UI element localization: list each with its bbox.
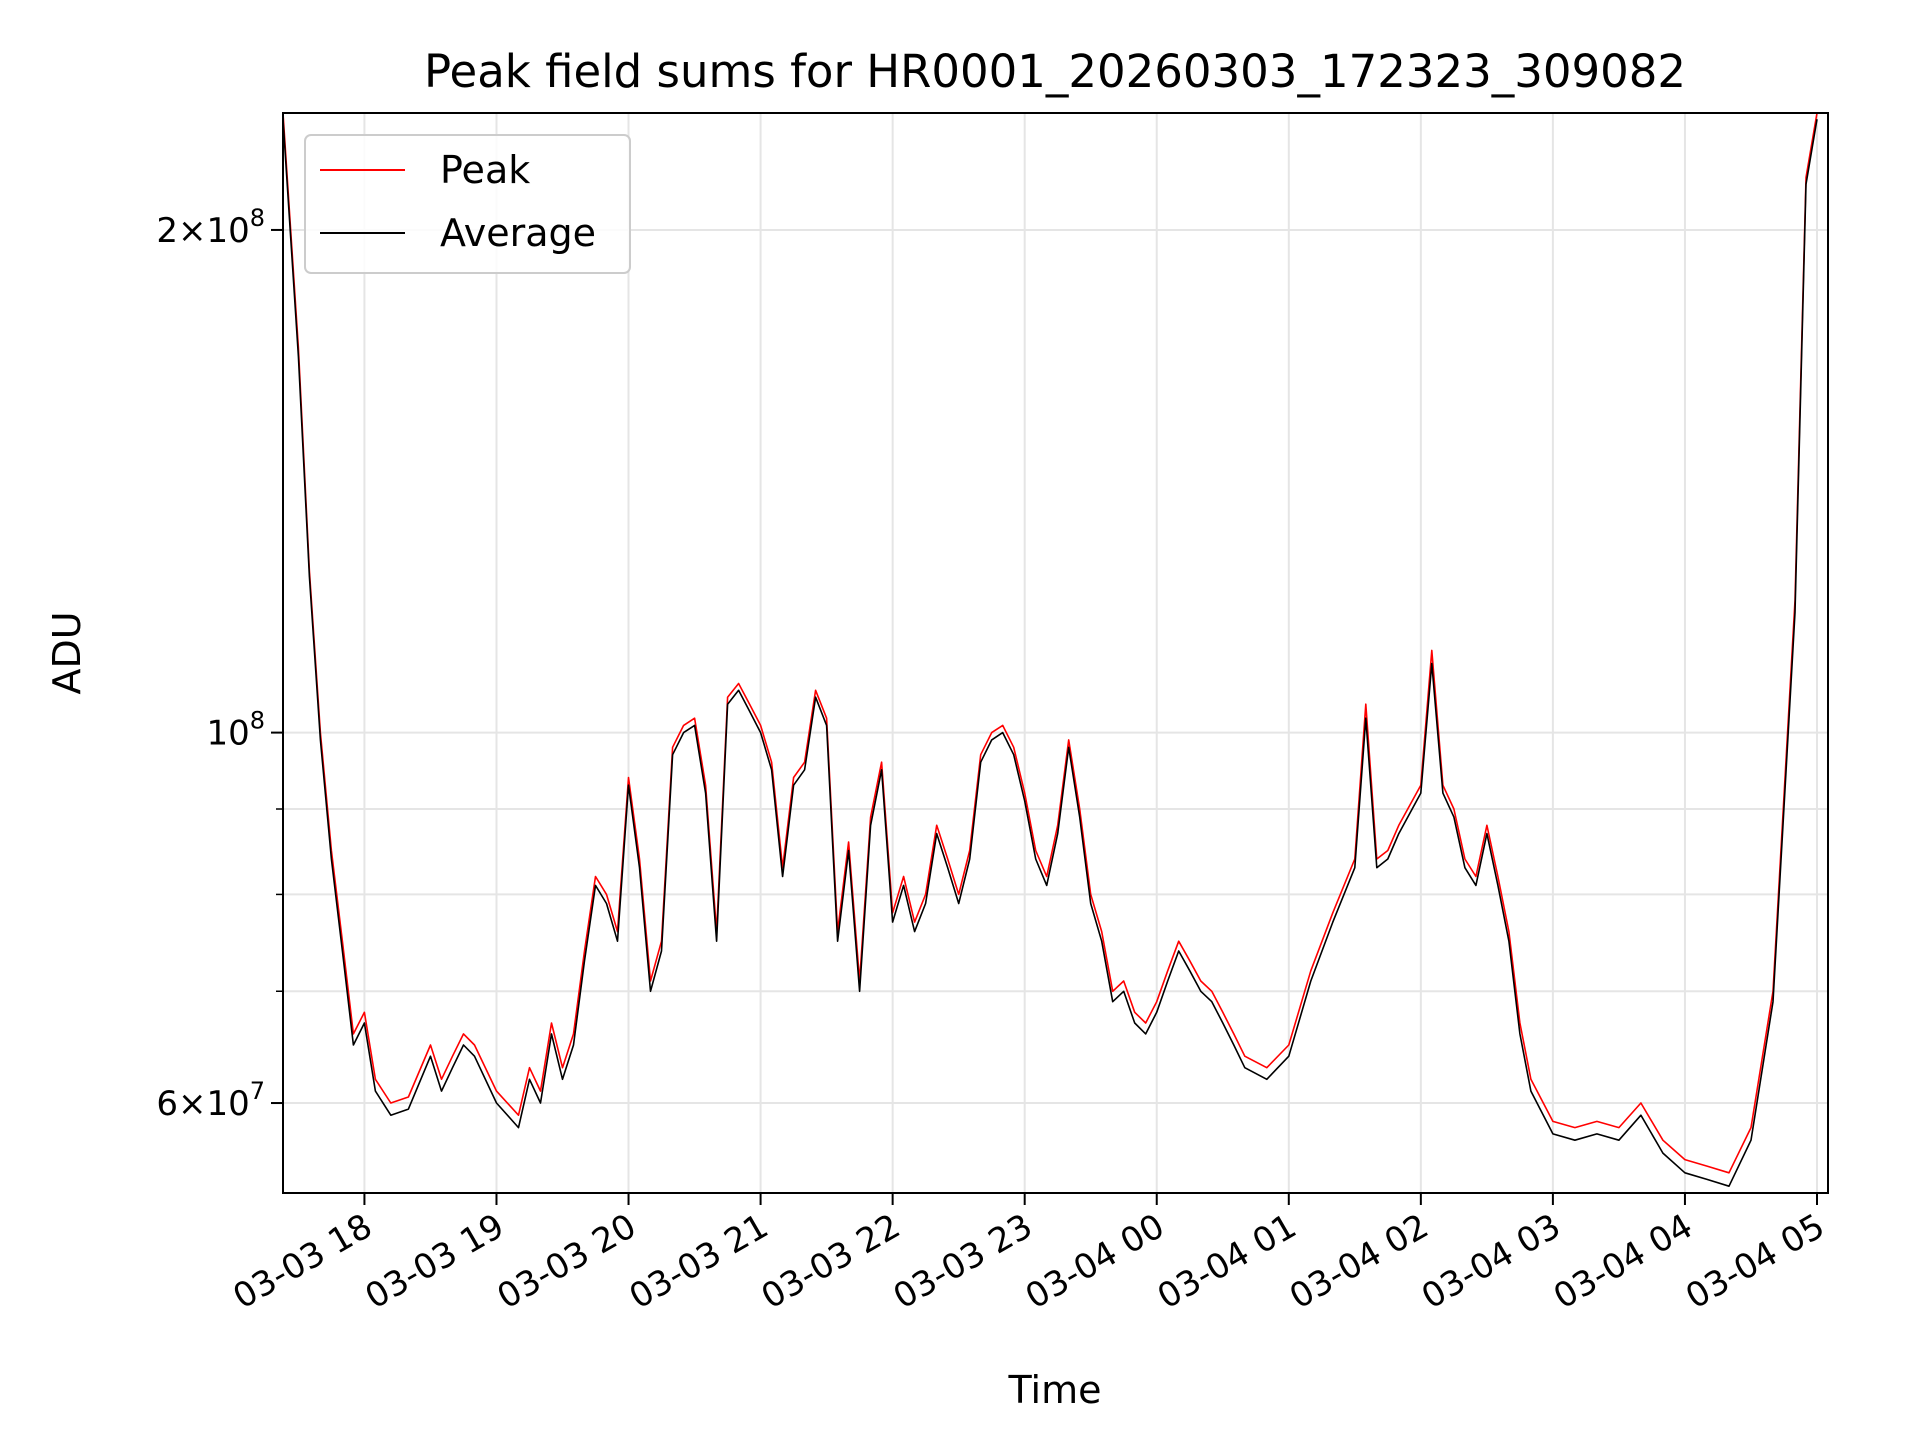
- plot-series: [282, 112, 1818, 1187]
- legend: Peak Average: [304, 134, 631, 274]
- plot-frame: [282, 112, 1829, 1194]
- legend-peak-label: Peak: [440, 148, 530, 192]
- legend-average-label: Average: [440, 211, 596, 255]
- average-series-line: [282, 119, 1818, 1187]
- y-tick-label: 108: [206, 707, 265, 754]
- y-axis-label: ADU: [45, 611, 89, 694]
- grid: [283, 113, 1828, 1193]
- chart-title: Peak field sums for HR0001_20260303_1723…: [424, 45, 1686, 98]
- y-tick-label: 2×108: [156, 204, 265, 251]
- y-tick-label: 6×107: [156, 1077, 265, 1124]
- peak-series-line: [282, 112, 1818, 1174]
- x-axis-label: Time: [1008, 1368, 1102, 1412]
